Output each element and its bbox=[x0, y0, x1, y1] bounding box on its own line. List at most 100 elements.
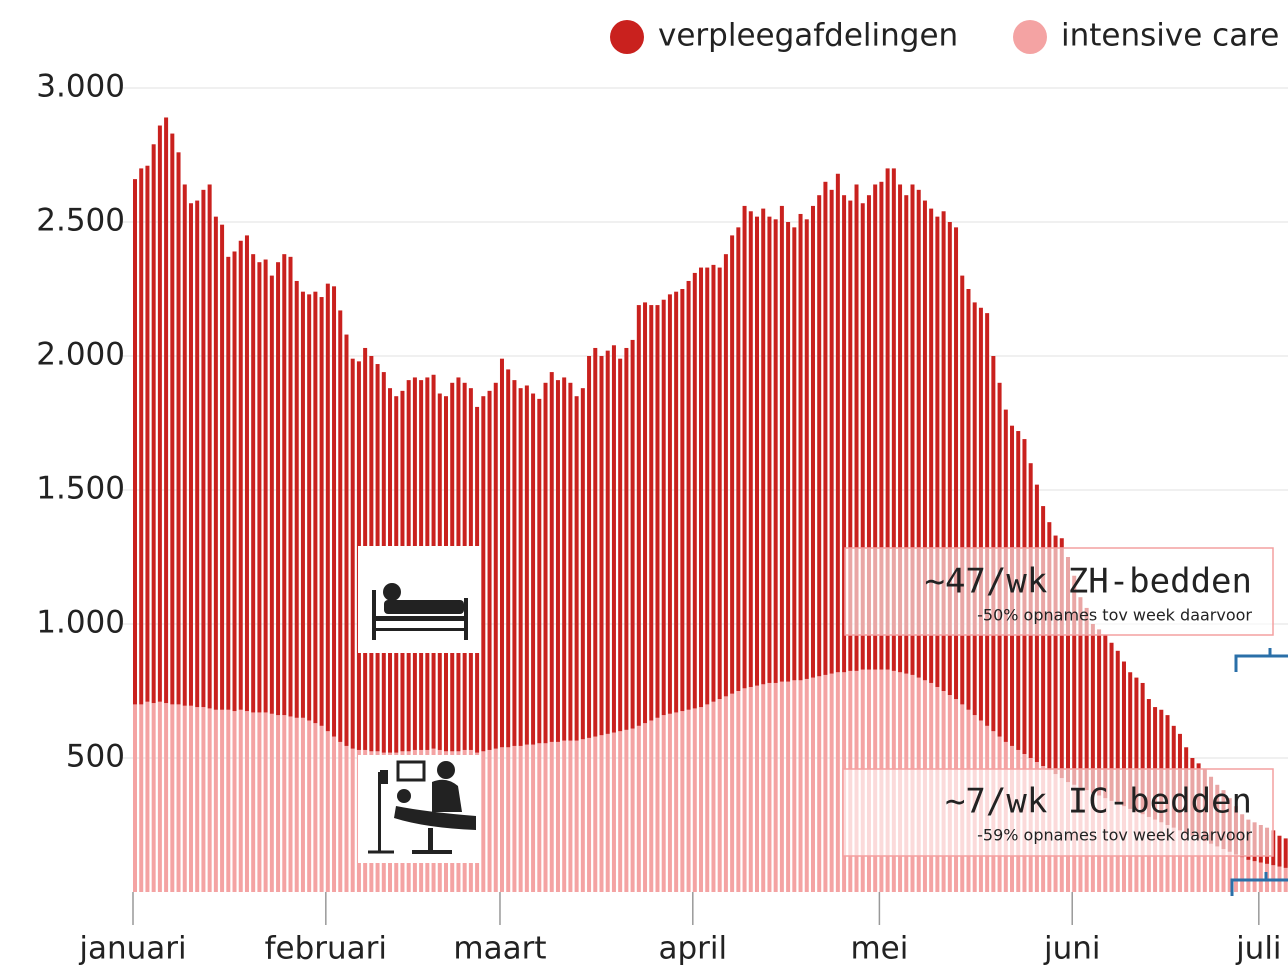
bar bbox=[506, 747, 511, 892]
bar bbox=[188, 203, 193, 706]
bar bbox=[170, 133, 175, 705]
x-tick-label: januari bbox=[78, 931, 186, 966]
bar bbox=[966, 289, 971, 710]
bar bbox=[1221, 849, 1226, 892]
bar bbox=[1072, 575, 1077, 785]
bar bbox=[549, 741, 554, 892]
bar bbox=[717, 267, 722, 700]
bar bbox=[686, 280, 691, 710]
bar bbox=[263, 712, 268, 892]
bar bbox=[587, 356, 592, 738]
bar bbox=[1190, 835, 1195, 892]
bar bbox=[574, 396, 579, 741]
bar bbox=[524, 744, 529, 892]
bar bbox=[145, 701, 150, 892]
bar bbox=[282, 715, 287, 892]
bar bbox=[978, 307, 983, 721]
bar bbox=[1078, 597, 1083, 788]
bar bbox=[798, 213, 803, 681]
bar bbox=[680, 711, 685, 892]
bar bbox=[1066, 557, 1070, 783]
y-tick-label: 3.000 bbox=[36, 69, 125, 105]
bar bbox=[730, 693, 735, 892]
bar bbox=[313, 291, 318, 724]
bar bbox=[543, 743, 548, 892]
bar bbox=[960, 275, 965, 705]
bar bbox=[786, 222, 791, 682]
bar bbox=[220, 709, 225, 892]
bar bbox=[139, 168, 144, 705]
bar bbox=[1283, 838, 1288, 868]
bar bbox=[1177, 830, 1182, 892]
annotation-note: -59% opnames tov week daarvoor bbox=[977, 826, 1252, 845]
bar bbox=[711, 701, 716, 892]
bar bbox=[649, 720, 654, 892]
x-tick-label: juli bbox=[1235, 931, 1282, 966]
bar bbox=[276, 715, 281, 892]
bar bbox=[164, 703, 169, 892]
y-tick-label: 1.500 bbox=[36, 471, 125, 507]
bar bbox=[649, 305, 654, 721]
bar bbox=[133, 179, 137, 705]
bar bbox=[182, 184, 187, 706]
bed-icon bbox=[358, 546, 481, 653]
bar bbox=[251, 712, 256, 892]
bar bbox=[562, 740, 567, 892]
bar bbox=[755, 685, 759, 892]
bar bbox=[1084, 607, 1089, 791]
bar bbox=[133, 704, 137, 892]
bar bbox=[773, 219, 778, 683]
bar bbox=[1258, 862, 1263, 892]
bar bbox=[307, 294, 312, 721]
bar bbox=[269, 275, 274, 714]
bar bbox=[282, 254, 287, 716]
bar bbox=[1128, 672, 1133, 809]
legend-label: verpleegafdelingen bbox=[658, 18, 958, 54]
bar bbox=[779, 205, 784, 682]
bar bbox=[1277, 835, 1282, 867]
bar bbox=[705, 704, 710, 892]
bar bbox=[300, 291, 305, 718]
y-tick-label: 2.500 bbox=[36, 203, 125, 239]
bar bbox=[276, 262, 281, 716]
bar bbox=[555, 741, 560, 892]
bar bbox=[506, 369, 511, 748]
bar bbox=[624, 347, 629, 730]
bar bbox=[848, 200, 853, 671]
annotation-box bbox=[844, 547, 1274, 636]
bar bbox=[338, 741, 343, 892]
bar bbox=[699, 707, 704, 892]
annotation-box bbox=[842, 768, 1274, 857]
bar bbox=[599, 735, 604, 892]
bar bbox=[736, 691, 741, 892]
bar bbox=[636, 725, 641, 892]
bar bbox=[1053, 535, 1058, 775]
bar bbox=[562, 377, 567, 741]
bar bbox=[332, 736, 337, 892]
bar bbox=[512, 745, 517, 892]
bar bbox=[269, 713, 274, 892]
bar bbox=[232, 711, 237, 892]
bar bbox=[481, 396, 486, 752]
bar bbox=[767, 216, 772, 683]
bar bbox=[611, 345, 616, 733]
bar bbox=[244, 711, 249, 892]
bar bbox=[686, 709, 691, 892]
bar bbox=[643, 723, 648, 892]
bar bbox=[674, 291, 679, 713]
bar bbox=[879, 181, 884, 670]
bar bbox=[201, 189, 206, 708]
bar bbox=[1159, 822, 1164, 892]
bar bbox=[804, 678, 809, 892]
bar bbox=[792, 680, 797, 892]
bar bbox=[555, 380, 560, 742]
bar bbox=[1153, 707, 1158, 820]
bar bbox=[524, 385, 529, 745]
bar bbox=[300, 717, 305, 892]
bar bbox=[935, 216, 940, 687]
bar bbox=[1240, 857, 1245, 892]
bar bbox=[332, 286, 337, 737]
bar bbox=[817, 195, 822, 677]
bar bbox=[1090, 624, 1095, 793]
